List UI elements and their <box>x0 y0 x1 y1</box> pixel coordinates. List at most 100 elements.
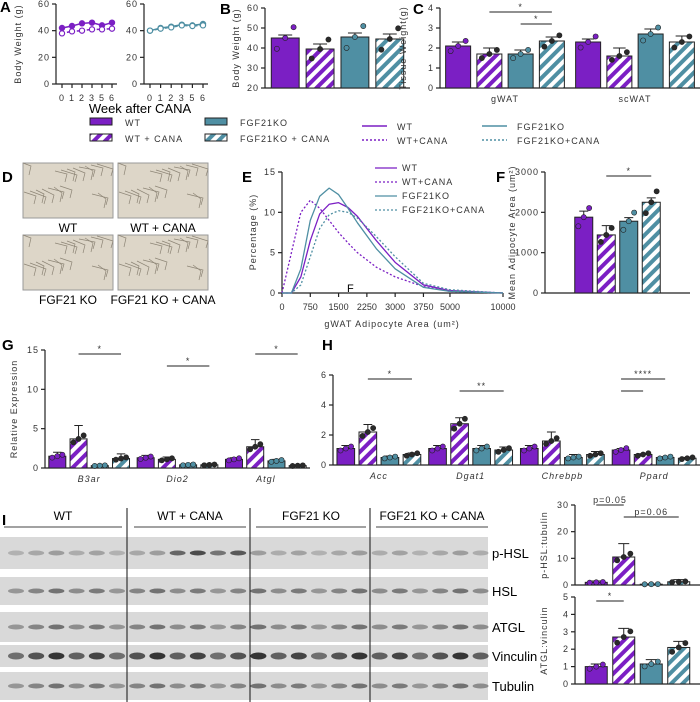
protein-band <box>311 652 327 660</box>
protein-band <box>472 624 489 630</box>
adipocyte-membrane <box>96 235 114 249</box>
data-point <box>325 36 332 43</box>
protein-band <box>88 652 105 660</box>
adipocyte-membrane <box>35 189 45 204</box>
data-point <box>225 457 232 464</box>
adipocyte-membrane <box>91 193 109 206</box>
data-point <box>586 579 593 586</box>
data-point <box>640 451 646 458</box>
y-axis-label: Percentage (%) <box>248 194 258 271</box>
protein-band <box>230 550 247 556</box>
data-point <box>655 24 662 31</box>
significance-label: **** <box>634 369 652 379</box>
significance-label: * <box>186 356 191 366</box>
data-point <box>137 456 144 462</box>
data-point <box>289 463 296 469</box>
y-tick-label: 60 <box>38 0 50 9</box>
protein-band <box>351 652 368 660</box>
panel-label: H <box>322 337 333 354</box>
x-tick-label: 2 <box>168 93 174 103</box>
data-point <box>381 455 388 462</box>
protein-band <box>68 652 85 660</box>
protein-band <box>331 588 348 594</box>
protein-band <box>129 550 146 556</box>
data-point <box>548 38 555 44</box>
data-point <box>620 554 627 560</box>
x-tick-label: Acc <box>369 471 388 481</box>
data-point <box>603 232 610 238</box>
bar <box>445 45 472 89</box>
protein-band <box>210 683 226 689</box>
protein-band <box>129 652 146 660</box>
data-point <box>58 30 66 37</box>
data-point <box>395 25 402 32</box>
protein-band <box>149 624 166 630</box>
data-point <box>614 557 621 564</box>
data-point <box>88 26 96 33</box>
protein-band <box>149 550 166 556</box>
protein-band <box>8 683 24 689</box>
adipocyte-membrane <box>96 163 114 177</box>
protein-band <box>290 683 307 689</box>
image-label: WT <box>59 221 78 235</box>
data-point <box>675 578 682 585</box>
data-point <box>593 579 600 586</box>
data-point <box>308 55 315 62</box>
adipocyte-membrane <box>117 162 127 176</box>
adipocyte-membrane <box>136 188 150 204</box>
data-point <box>352 34 358 40</box>
series-line <box>282 187 504 294</box>
protein-band <box>48 624 65 630</box>
adipocyte-membrane <box>47 187 65 200</box>
y-tick-label: 0 <box>321 460 327 470</box>
protein-band <box>432 588 449 594</box>
data-point <box>190 461 197 468</box>
x-tick-label: Ppard <box>640 471 669 481</box>
y-axis-label: Body Weight (g) <box>13 4 23 83</box>
series-line <box>281 199 504 294</box>
adipocyte-membrane <box>155 169 173 183</box>
data-point <box>625 218 632 225</box>
x-tick-label: 1 <box>69 93 75 103</box>
y-tick-label: 2000 <box>515 207 539 217</box>
blot-group-label: FGF21 KO + CANA <box>379 509 484 523</box>
data-point <box>575 453 582 460</box>
adipocyte-membrane <box>54 242 68 255</box>
x-tick-label: Chrebpb <box>542 471 584 481</box>
data-point <box>54 453 61 460</box>
x-tick-label: 3000 <box>385 302 405 312</box>
x-tick-label: 0 <box>279 302 284 312</box>
y-tick-label: 1000 <box>515 248 539 258</box>
data-point <box>236 455 242 462</box>
data-point <box>478 55 485 61</box>
adipocyte-membrane <box>78 238 96 250</box>
data-point <box>409 451 415 458</box>
adipocyte-membrane <box>29 190 47 205</box>
protein-band <box>210 652 226 660</box>
data-point <box>403 452 410 459</box>
adipocyte-membrane <box>154 257 168 271</box>
x-tick-label: 6 <box>109 93 115 103</box>
legend-label: WT+CANA <box>397 136 448 146</box>
adipocyte-membrane <box>97 264 107 281</box>
blot-group-label: WT + CANA <box>157 509 222 523</box>
x-tick-label: 2 <box>79 93 85 103</box>
data-point <box>541 43 548 50</box>
data-point <box>414 450 421 457</box>
data-point <box>252 443 259 450</box>
protein-band <box>68 624 85 630</box>
protein-band <box>149 652 166 660</box>
data-point <box>521 447 527 454</box>
data-point <box>337 447 344 454</box>
protein-band <box>270 624 287 630</box>
protein-band <box>230 624 247 630</box>
protein-band <box>371 652 388 660</box>
data-point <box>641 581 648 588</box>
adipocyte-membrane <box>60 169 78 183</box>
protein-band <box>371 588 388 594</box>
data-point <box>525 47 532 53</box>
protein-band <box>290 652 307 660</box>
y-tick-label: 0 <box>33 463 39 473</box>
legend-label: FGF21KO+CANA <box>517 136 600 146</box>
